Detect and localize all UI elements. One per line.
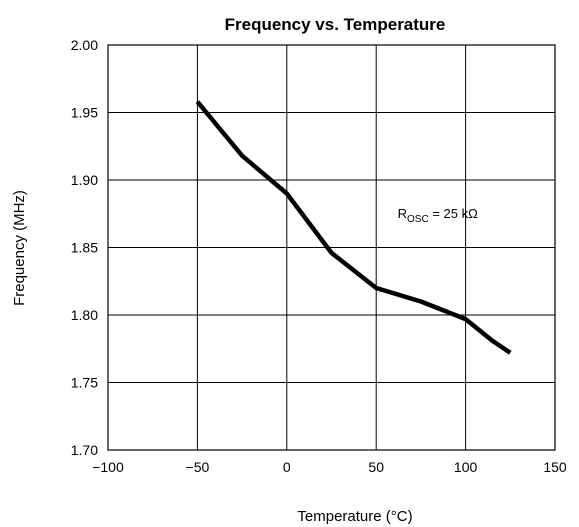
chart-title: Frequency vs. Temperature — [225, 15, 446, 34]
series-line — [195, 100, 512, 355]
plot-frame — [107, 44, 556, 451]
x-tick-label: 150 — [543, 459, 567, 475]
y-tick-label: 1.90 — [71, 172, 98, 188]
y-tick-label: 1.70 — [71, 442, 98, 458]
x-tick-label: 100 — [454, 459, 478, 475]
y-tick-label: 1.75 — [71, 375, 98, 391]
y-tick-label: 1.95 — [71, 105, 98, 121]
annotation-rest: = 25 kΩ — [429, 206, 478, 221]
y-tick-label: 1.85 — [71, 240, 98, 256]
x-tick-label: −100 — [92, 459, 124, 475]
y-tick-label: 1.80 — [71, 307, 98, 323]
annotation-rosc: ROSC = 25 kΩ — [398, 206, 478, 225]
y-axis-ticks: 1.70 1.75 1.80 1.85 1.90 1.95 2.00 — [71, 37, 98, 458]
x-tick-label: 0 — [283, 459, 291, 475]
x-axis-ticks: −100 −50 0 50 100 150 — [92, 459, 567, 475]
annotation-subscript: OSC — [407, 214, 429, 225]
x-tick-label: −50 — [186, 459, 210, 475]
x-axis-label: Temperature (°C) — [297, 508, 412, 525]
annotation-main: R — [398, 206, 407, 221]
series-layer — [195, 100, 512, 355]
x-tick-label: 50 — [368, 459, 384, 475]
y-axis-label: Frequency (MHz) — [11, 190, 28, 306]
grid-lines — [107, 44, 556, 451]
y-tick-label: 2.00 — [71, 37, 98, 53]
